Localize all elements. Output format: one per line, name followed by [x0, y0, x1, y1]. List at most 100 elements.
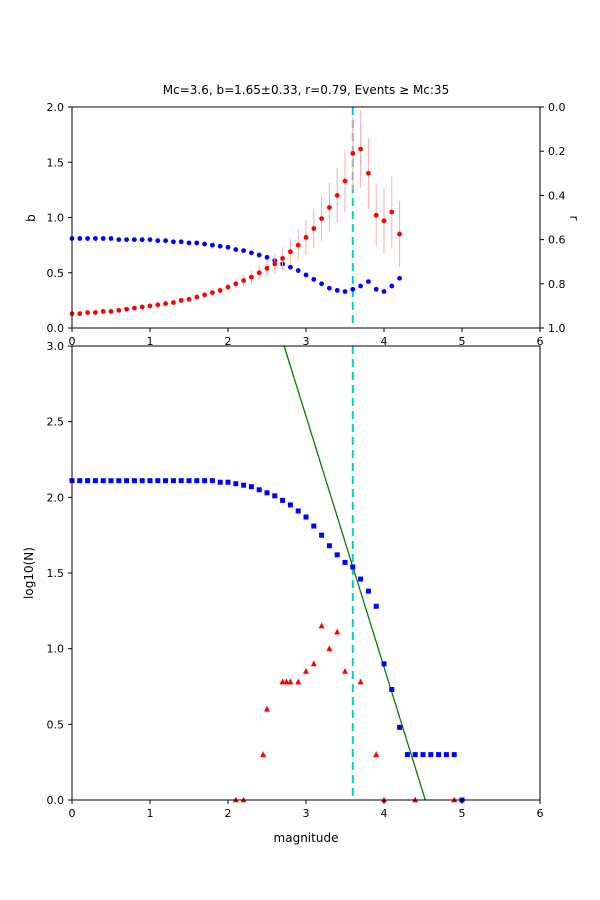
data-point	[350, 286, 356, 292]
data-point	[116, 307, 122, 313]
r-tick-label: 0.6	[548, 234, 566, 247]
data-point	[303, 234, 309, 240]
data-point	[373, 212, 379, 218]
data-point	[279, 678, 286, 685]
data-point	[310, 660, 317, 667]
data-point	[194, 294, 200, 300]
data-point	[451, 752, 457, 758]
x-tick-label: 2	[225, 335, 232, 348]
data-point	[311, 226, 317, 231]
gr-fit-line	[283, 345, 426, 801]
data-point	[77, 236, 83, 241]
data-point	[397, 231, 402, 237]
data-point	[264, 490, 270, 496]
data-point	[116, 478, 122, 484]
data-point	[357, 678, 364, 685]
data-point	[178, 239, 184, 245]
data-point	[124, 237, 129, 243]
data-point	[93, 236, 98, 241]
data-point	[92, 478, 98, 484]
data-point	[436, 752, 442, 758]
data-point	[77, 311, 83, 317]
data-point	[327, 285, 332, 291]
data-point	[334, 193, 340, 198]
data-point	[334, 552, 340, 558]
data-point	[358, 576, 364, 582]
y-tick-label: 0.0	[47, 322, 65, 335]
x-tick-label: 4	[381, 335, 388, 348]
data-point	[404, 752, 410, 758]
data-point	[412, 752, 418, 758]
frequency-magnitude-distribution: 0 1 2 3 4 5 6 0.0 0.5 1.0 1.5 2.0 2.5 3.0	[47, 340, 544, 820]
x-tick-label: 4	[381, 807, 388, 820]
x-tick-label: 6	[537, 335, 544, 348]
data-point	[194, 240, 200, 246]
data-point	[311, 276, 317, 282]
data-point	[210, 290, 215, 296]
r-tick-label: 0.4	[548, 189, 566, 202]
x-tick-label: 2	[225, 807, 232, 820]
x-tick-label: 6	[537, 807, 544, 820]
data-point	[241, 482, 247, 488]
data-point	[249, 250, 254, 256]
y-tick-label: 0.5	[47, 267, 65, 280]
data-point	[420, 752, 426, 758]
data-point	[334, 288, 340, 293]
data-point	[85, 236, 90, 241]
data-point	[358, 146, 363, 152]
x-tick-label: 1	[147, 807, 154, 820]
data-point	[225, 479, 231, 485]
data-point	[124, 306, 129, 312]
data-point	[233, 281, 239, 287]
data-point	[186, 296, 192, 302]
data-point	[202, 241, 208, 247]
data-point	[295, 242, 301, 248]
data-point	[319, 532, 325, 538]
data-point	[217, 243, 223, 249]
data-point	[178, 478, 184, 484]
data-point	[147, 237, 153, 243]
data-point	[170, 478, 176, 484]
x-tick-label: 5	[459, 335, 466, 348]
data-point	[241, 278, 247, 283]
y-tick-label: 2.0	[47, 101, 65, 114]
data-point	[443, 752, 449, 758]
data-point	[303, 272, 309, 278]
data-point	[366, 170, 371, 176]
data-point	[342, 559, 348, 565]
data-point	[342, 289, 348, 294]
x-tick-label: 1	[147, 335, 154, 348]
chart-title: Mc=3.6, b=1.65±0.33, r=0.79, Events ≥ Mc…	[162, 83, 450, 97]
data-point	[155, 478, 161, 484]
data-point	[108, 478, 114, 484]
data-point	[389, 209, 395, 215]
data-point	[108, 236, 114, 241]
data-point	[318, 622, 325, 629]
data-point	[108, 309, 114, 314]
data-point	[319, 216, 324, 222]
series-cumulative-counts	[69, 478, 465, 803]
r-tick-label: 0.0	[548, 101, 566, 114]
r-tick-label: 0.2	[548, 145, 566, 158]
data-point	[342, 667, 348, 674]
y-tick-label: 1.0	[47, 643, 65, 656]
data-point	[319, 281, 324, 287]
data-point	[100, 478, 106, 484]
data-point	[93, 310, 98, 315]
x-tick-label: 0	[69, 807, 76, 820]
data-point	[210, 242, 215, 248]
data-point	[202, 292, 208, 298]
x-tick-label: 3	[303, 335, 310, 348]
data-point	[280, 255, 285, 261]
r-tick-label: 1.0	[548, 322, 566, 335]
data-point	[163, 301, 169, 307]
data-point	[334, 628, 341, 635]
data-point	[209, 478, 215, 484]
data-point	[202, 478, 208, 484]
data-point	[178, 297, 184, 303]
data-point	[256, 487, 262, 493]
data-point	[147, 478, 153, 484]
x-tick-label: 3	[303, 807, 310, 820]
data-point	[264, 254, 270, 260]
series-incremental-counts	[232, 622, 458, 803]
